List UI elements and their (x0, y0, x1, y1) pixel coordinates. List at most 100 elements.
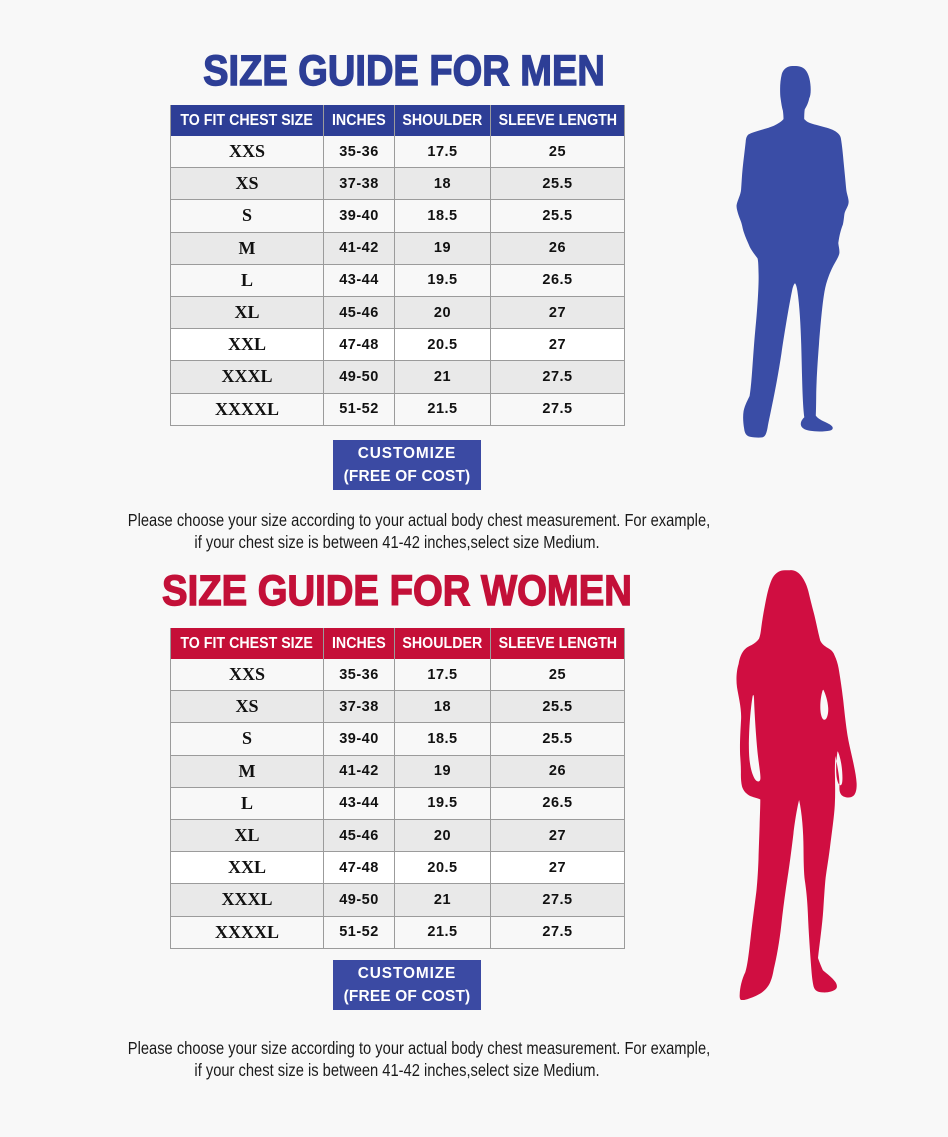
value-cell: 35-36 (323, 659, 395, 691)
value-cell: 27 (490, 295, 625, 329)
table-row-xxl: XXL 47-48 20.5 27 (170, 328, 625, 361)
customize-button-line1: CUSTOMIZE (357, 965, 457, 982)
size-label-cell: XS (170, 167, 324, 200)
value-cell: 26.5 (490, 786, 625, 820)
size-label-cell: M (170, 231, 324, 265)
column-header-inches: INCHES (323, 105, 395, 136)
value-cell: 25 (490, 136, 625, 168)
table-row-s: S 39-40 18.5 25.5 (170, 199, 625, 233)
size-label-cell: XXXL (170, 360, 324, 393)
table-row-xxxl: XXXL 49-50 21 27.5 (170, 360, 625, 393)
women-size-table: TO FIT CHEST SIZE INCHES SHOULDER SLEEVE… (170, 628, 625, 949)
value-cell: 43-44 (323, 786, 395, 820)
table-row-xl: XL 45-46 20 27 (170, 818, 625, 852)
value-cell: 26.5 (490, 263, 625, 297)
women-section-title: SIZE GUIDE FOR WOMEN (161, 567, 632, 615)
value-cell: 19.5 (394, 263, 491, 297)
man-silhouette (736, 65, 849, 438)
value-cell: 18 (394, 690, 491, 723)
man-silhouette-path (736, 65, 849, 438)
customize-button-line1: CUSTOMIZE (357, 445, 457, 462)
value-cell: 41-42 (323, 754, 395, 788)
value-cell: 27.5 (490, 915, 625, 949)
value-cell: 19 (394, 754, 491, 788)
table-row-xs: XS 37-38 18 25.5 (170, 690, 625, 723)
value-cell: 26 (490, 231, 625, 265)
table-row-l: L 43-44 19.5 26.5 (170, 786, 625, 820)
value-cell: 20 (394, 818, 491, 852)
value-cell: 17.5 (394, 659, 491, 691)
value-cell: 25 (490, 659, 625, 691)
customize-button-line2: (FREE OF COST) (343, 988, 471, 1005)
value-cell: 27 (490, 328, 625, 361)
table-row-xxl: XXL 47-48 20.5 27 (170, 851, 625, 884)
size-label-cell: XL (170, 295, 324, 329)
value-cell: 25.5 (490, 167, 625, 200)
size-label-cell: XXS (228, 141, 265, 162)
table-row-xxxl: XXXL 49-50 21 27.5 (170, 883, 625, 916)
value-cell: 21 (394, 883, 491, 916)
size-label-cell: M (170, 754, 324, 788)
column-header-sleeve-length: SLEEVE LENGTH (490, 105, 625, 136)
value-cell: 45-46 (323, 295, 395, 329)
size-label-cell: XXS (228, 664, 265, 685)
note-line2: if your chest size is between 41-42 inch… (194, 1059, 600, 1080)
value-cell: 19.5 (394, 786, 491, 820)
woman-silhouette-path (736, 570, 857, 1000)
size-label-cell: XXXXL (170, 915, 324, 949)
table-row-xxs: XXS 35-36 17.5 25 (171, 659, 625, 691)
table-row-xxs: XXS 35-36 17.5 25 (171, 136, 625, 168)
men-customize-button[interactable]: CUSTOMIZE (FREE OF COST) (333, 440, 481, 490)
value-cell: 21.5 (394, 915, 491, 949)
note-line1: Please choose your size according to you… (127, 1038, 711, 1059)
size-label-cell: XXL (170, 851, 324, 884)
value-cell: 27.5 (490, 360, 625, 393)
size-label-cell: S (170, 199, 324, 233)
value-cell: 41-42 (323, 231, 395, 265)
column-header-inches: INCHES (323, 628, 395, 659)
value-cell: 47-48 (323, 328, 395, 361)
value-cell: 27 (490, 818, 625, 852)
column-header-shoulder: SHOULDER (394, 628, 491, 659)
value-cell: 25.5 (490, 199, 625, 233)
value-cell: 20 (394, 295, 491, 329)
women-table-header: TO FIT CHEST SIZE INCHES SHOULDER SLEEVE… (170, 628, 625, 659)
value-cell: 49-50 (323, 883, 395, 916)
value-cell: 21 (394, 360, 491, 393)
size-label-cell: L (170, 786, 324, 820)
size-label-cell: XXXL (170, 883, 324, 916)
value-cell: 45-46 (323, 818, 395, 852)
value-cell: 18.5 (394, 722, 491, 756)
value-cell: 39-40 (323, 722, 395, 756)
size-label-cell: XXXXL (170, 392, 324, 426)
women-customize-button[interactable]: CUSTOMIZE (FREE OF COST) (333, 960, 481, 1010)
size-label-cell: S (170, 722, 324, 756)
men-section-title: SIZE GUIDE FOR MEN (203, 47, 606, 95)
value-cell: 51-52 (323, 915, 395, 949)
value-cell: 18.5 (394, 199, 491, 233)
value-cell: 27.5 (490, 392, 625, 426)
value-cell: 26 (490, 754, 625, 788)
column-header-chest-size: TO FIT CHEST SIZE (180, 111, 314, 129)
table-row-xl: XL 45-46 20 27 (170, 295, 625, 329)
value-cell: 25.5 (490, 722, 625, 756)
column-header-shoulder: SHOULDER (394, 105, 491, 136)
column-header-chest-size: TO FIT CHEST SIZE (180, 634, 314, 652)
size-label-cell: XS (170, 690, 324, 723)
value-cell: 43-44 (323, 263, 395, 297)
table-row-xxxxl: XXXXL 51-52 21.5 27.5 (170, 915, 625, 949)
value-cell: 35-36 (323, 136, 395, 168)
size-label-cell: L (170, 263, 324, 297)
woman-silhouette (736, 570, 857, 1000)
table-row-xxxxl: XXXXL 51-52 21.5 27.5 (170, 392, 625, 426)
header-row: TO FIT CHEST SIZE INCHES SHOULDER SLEEVE… (170, 105, 625, 136)
value-cell: 27 (490, 851, 625, 884)
value-cell: 19 (394, 231, 491, 265)
value-cell: 20.5 (394, 851, 491, 884)
header-row: TO FIT CHEST SIZE INCHES SHOULDER SLEEVE… (170, 628, 625, 659)
value-cell: 20.5 (394, 328, 491, 361)
table-row-l: L 43-44 19.5 26.5 (170, 263, 625, 297)
table-row-s: S 39-40 18.5 25.5 (170, 722, 625, 756)
value-cell: 37-38 (323, 167, 395, 200)
table-row-xs: XS 37-38 18 25.5 (170, 167, 625, 200)
